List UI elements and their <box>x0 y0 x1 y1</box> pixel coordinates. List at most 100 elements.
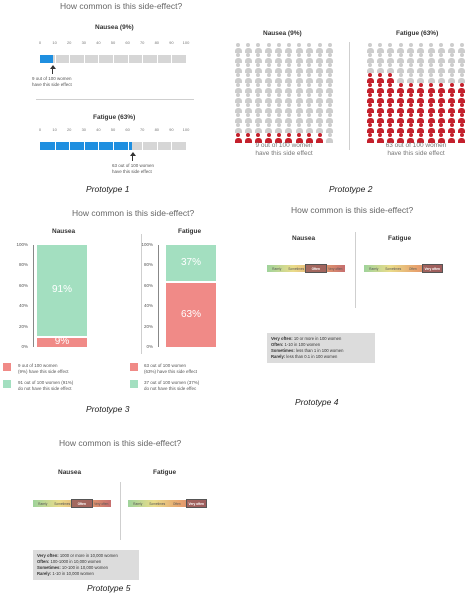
legend-entry: Sometimes: less than 1 in 100 women <box>271 347 344 353</box>
person-affected-icon <box>396 133 406 143</box>
person-affected-icon <box>253 133 263 143</box>
person-affected-icon <box>406 123 416 133</box>
person-unaffected-icon <box>233 43 243 53</box>
p4-nausea-label: Nausea <box>292 235 316 242</box>
person-affected-icon <box>426 83 436 93</box>
person-affected-icon <box>426 123 436 133</box>
person-unaffected-icon <box>436 53 446 63</box>
person-unaffected-icon <box>365 43 375 53</box>
p1-segment-divider <box>142 142 144 150</box>
person-affected-icon <box>416 93 426 103</box>
person-affected-icon <box>396 103 406 113</box>
frequency-scale-cell: Sometimes <box>54 501 71 506</box>
p3-y-tick-label: 20% <box>143 323 153 329</box>
person-affected-icon <box>365 123 375 133</box>
person-unaffected-icon <box>436 43 446 53</box>
p3-fatigue-affected-swatch <box>130 363 138 371</box>
person-unaffected-icon <box>406 53 416 63</box>
p3-y-tick-label: 20% <box>18 323 28 329</box>
person-affected-icon <box>385 73 395 83</box>
person-unaffected-icon <box>284 93 294 103</box>
p3-nausea-unaffected-bar <box>37 245 87 336</box>
person-affected-icon <box>385 133 395 143</box>
p5-legend-box: Very often: 1000 or more in 10,000 women… <box>33 550 139 580</box>
p1-tick-label: 20 <box>66 40 72 45</box>
p3-y-tick-label: 40% <box>143 303 153 309</box>
person-affected-icon <box>447 103 457 113</box>
p1-fatigue-note: 63 out of 100 women have this side effec… <box>112 163 155 174</box>
person-affected-icon <box>406 133 416 143</box>
p1-segment-divider <box>69 142 71 150</box>
p1-nausea-note: 9 out of 100 women have this side effect <box>32 76 72 87</box>
person-unaffected-icon <box>315 123 325 133</box>
person-unaffected-icon <box>385 53 395 63</box>
person-unaffected-icon <box>264 103 274 113</box>
person-unaffected-icon <box>253 123 263 133</box>
p2-nausea-icon-array <box>233 43 335 143</box>
person-unaffected-icon <box>243 83 253 93</box>
person-unaffected-icon <box>264 113 274 123</box>
person-unaffected-icon <box>396 43 406 53</box>
p1-tick-label: 80 <box>154 127 160 132</box>
person-affected-icon <box>416 83 426 93</box>
person-unaffected-icon <box>294 113 304 123</box>
p1-segment-divider <box>54 142 56 150</box>
person-affected-icon <box>436 93 446 103</box>
person-unaffected-icon <box>365 63 375 73</box>
p1-nausea-label: Nausea (9%) <box>95 24 134 31</box>
p5-nausea-scale: Rarely Sometimes Often Very often <box>33 499 111 508</box>
legend-entry: Rarely: 1-10 in 10,000 women <box>37 570 94 576</box>
person-unaffected-icon <box>304 103 314 113</box>
prototype1-caption: Prototype 1 <box>86 184 130 194</box>
person-unaffected-icon <box>264 93 274 103</box>
person-unaffected-icon <box>325 93 335 103</box>
person-affected-icon <box>436 83 446 93</box>
person-unaffected-icon <box>396 73 406 83</box>
p4-legend-box: Very often: 10 or more in 100 women Often… <box>267 333 375 363</box>
person-unaffected-icon <box>447 63 457 73</box>
person-unaffected-icon <box>294 73 304 83</box>
person-unaffected-icon <box>264 63 274 73</box>
person-affected-icon <box>375 103 385 113</box>
person-affected-icon <box>274 133 284 143</box>
person-affected-icon <box>406 113 416 123</box>
person-unaffected-icon <box>447 53 457 63</box>
legend-entry: Rarely: less than 0.1 in 100 women <box>271 353 338 359</box>
person-affected-icon <box>294 133 304 143</box>
frequency-scale-cell: Sometimes <box>288 266 305 271</box>
person-unaffected-icon <box>253 43 263 53</box>
person-unaffected-icon <box>304 63 314 73</box>
person-unaffected-icon <box>233 73 243 83</box>
p3-fatigue-label: Fatigue <box>178 228 202 235</box>
person-unaffected-icon <box>315 93 325 103</box>
legend-entry: Very often: 1000 or more in 10,000 women <box>37 553 118 558</box>
p3-nausea-unaffected-legend: 91 out of 100 women (91%) do not have th… <box>18 380 74 391</box>
person-affected-icon <box>284 133 294 143</box>
person-affected-icon <box>416 103 426 113</box>
frequency-scale-cell: Very often <box>185 499 207 508</box>
person-unaffected-icon <box>253 113 263 123</box>
p1-segment-divider <box>113 142 114 150</box>
p3-y-tick-label: 60% <box>18 282 28 288</box>
frequency-scale-cell: Often <box>172 501 181 506</box>
person-unaffected-icon <box>315 63 325 73</box>
p1-tick-label: 80 <box>154 40 160 45</box>
p3-nausea-affected-legend: 9 out of 100 women (9%) have this side e… <box>18 363 69 374</box>
person-unaffected-icon <box>375 53 385 63</box>
person-unaffected-icon <box>294 43 304 53</box>
person-unaffected-icon <box>426 63 436 73</box>
p1-segment-divider <box>83 142 85 150</box>
person-affected-icon <box>375 93 385 103</box>
person-unaffected-icon <box>284 83 294 93</box>
person-unaffected-icon <box>436 73 446 83</box>
person-affected-icon <box>406 93 416 103</box>
p1-tick-label: 0 <box>38 40 42 45</box>
person-affected-icon <box>447 93 457 103</box>
person-unaffected-icon <box>233 63 243 73</box>
frequency-scale-cell: Rarely <box>272 266 282 271</box>
person-unaffected-icon <box>457 43 467 53</box>
person-affected-icon <box>365 103 375 113</box>
p5-divider <box>120 482 121 540</box>
person-unaffected-icon <box>264 53 274 63</box>
person-unaffected-icon <box>243 73 253 83</box>
